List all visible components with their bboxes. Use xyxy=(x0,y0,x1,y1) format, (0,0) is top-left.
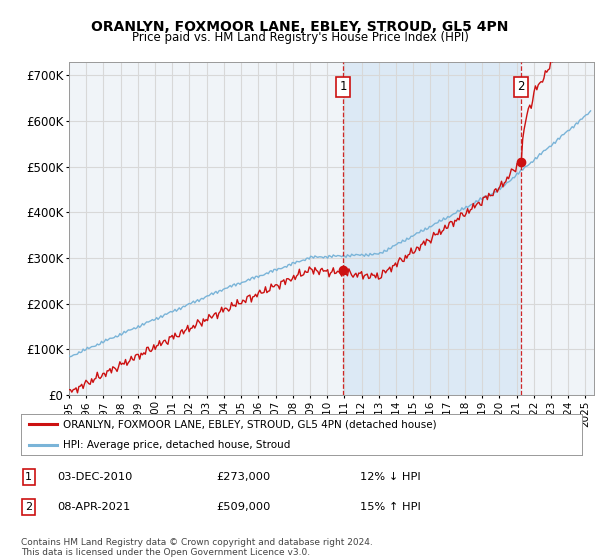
Text: 2: 2 xyxy=(25,502,32,512)
Text: Price paid vs. HM Land Registry's House Price Index (HPI): Price paid vs. HM Land Registry's House … xyxy=(131,31,469,44)
Text: 03-DEC-2010: 03-DEC-2010 xyxy=(57,472,133,482)
Text: £509,000: £509,000 xyxy=(216,502,271,512)
Text: 08-APR-2021: 08-APR-2021 xyxy=(57,502,130,512)
Text: 1: 1 xyxy=(339,80,347,93)
Text: HPI: Average price, detached house, Stroud: HPI: Average price, detached house, Stro… xyxy=(63,440,290,450)
Text: ORANLYN, FOXMOOR LANE, EBLEY, STROUD, GL5 4PN: ORANLYN, FOXMOOR LANE, EBLEY, STROUD, GL… xyxy=(91,20,509,34)
Text: Contains HM Land Registry data © Crown copyright and database right 2024.
This d: Contains HM Land Registry data © Crown c… xyxy=(21,538,373,557)
Text: 1: 1 xyxy=(25,472,32,482)
Bar xyxy=(343,62,521,395)
Text: 2: 2 xyxy=(517,80,525,93)
Text: 12% ↓ HPI: 12% ↓ HPI xyxy=(360,472,421,482)
Text: 15% ↑ HPI: 15% ↑ HPI xyxy=(360,502,421,512)
Text: ORANLYN, FOXMOOR LANE, EBLEY, STROUD, GL5 4PN (detached house): ORANLYN, FOXMOOR LANE, EBLEY, STROUD, GL… xyxy=(63,419,437,430)
Text: £273,000: £273,000 xyxy=(216,472,270,482)
